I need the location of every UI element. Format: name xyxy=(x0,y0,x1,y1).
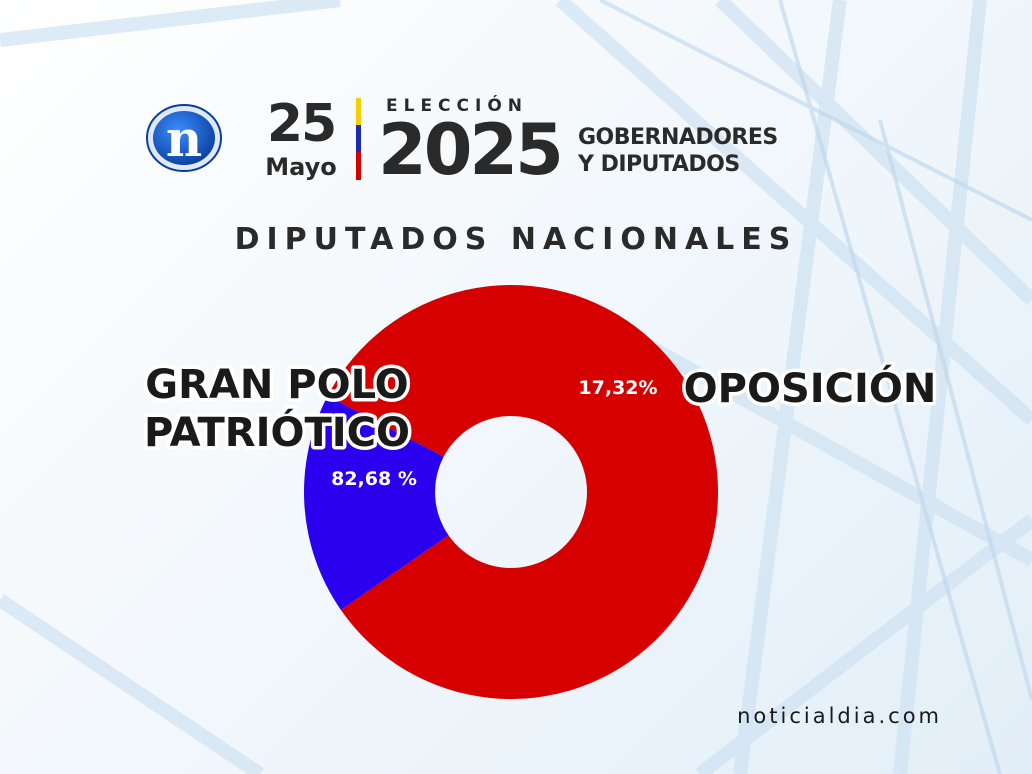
slice-name-label-1: OPOSICIÓN xyxy=(684,364,937,412)
noticiaaldia-logo-icon: n xyxy=(146,104,222,172)
slice-value-label-0: 82,68 % xyxy=(331,468,417,490)
donut-slice-0 xyxy=(327,284,719,700)
slice-value-label-1: 17,32% xyxy=(578,377,657,399)
election-year: 2025 xyxy=(378,109,564,191)
election-subtitle: GOBERNADORES Y DIPUTADOS xyxy=(578,124,778,178)
election-month: Mayo xyxy=(265,153,337,181)
donut-slice-1 xyxy=(304,395,449,610)
subtitle-line-2: Y DIPUTADOS xyxy=(578,152,740,177)
footer-website: noticialdia.com xyxy=(737,704,942,728)
chart-title: DIPUTADOS NACIONALES xyxy=(234,222,798,257)
eleccion-label: ELECCIÓN xyxy=(386,96,529,116)
subtitle-line-1: GOBERNADORES xyxy=(578,125,778,150)
flag-bar xyxy=(356,98,361,180)
slice-name-label-0: GRAN POLO PATRIÓTICO xyxy=(144,362,410,456)
election-day: 25 xyxy=(266,94,337,154)
logo-letter: n xyxy=(166,109,202,168)
